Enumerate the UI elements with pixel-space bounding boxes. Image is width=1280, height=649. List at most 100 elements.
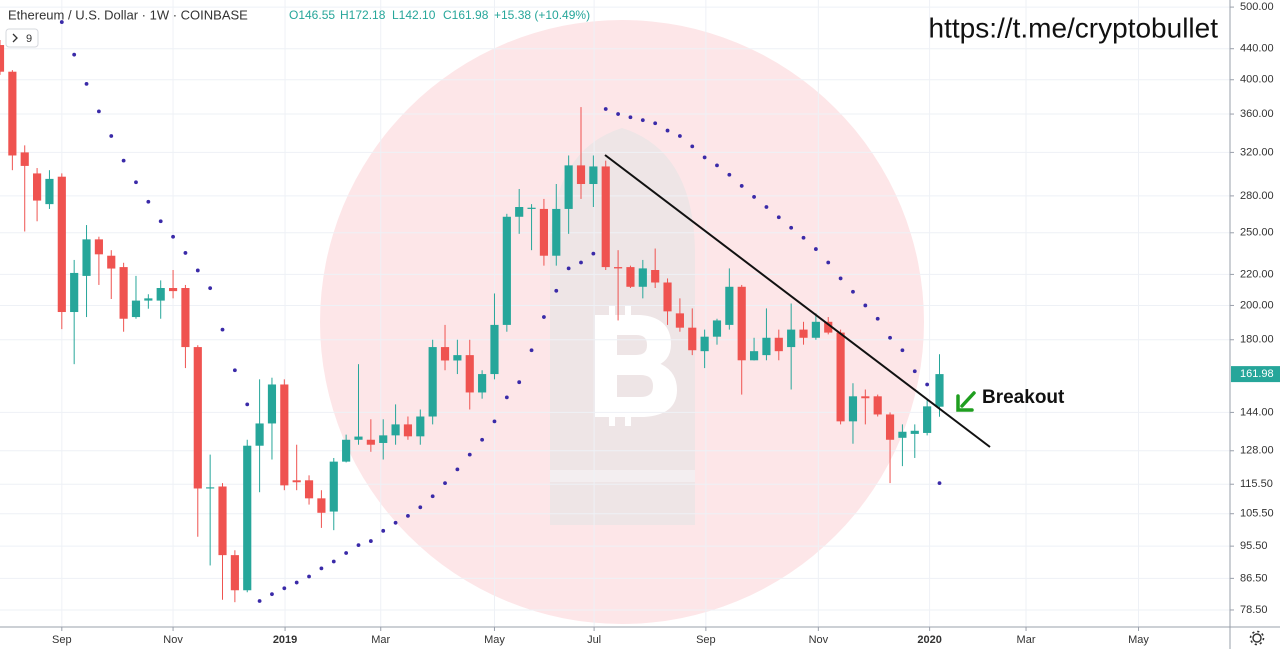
gear-teeth: [1249, 630, 1265, 646]
candle-body: [193, 347, 202, 489]
candle-body: [416, 416, 425, 437]
grid: [0, 0, 1230, 627]
ohlc-open: O146.55: [289, 8, 335, 22]
settings-button[interactable]: [1249, 630, 1265, 646]
candle-body: [119, 267, 128, 319]
candle-body: [94, 239, 103, 255]
ohlc-close: C161.98: [443, 8, 489, 22]
x-tick-label: 2019: [273, 634, 297, 646]
sar-dot: [331, 559, 336, 564]
candle-body: [564, 165, 573, 209]
candle-body: [552, 208, 561, 256]
candle-body: [354, 436, 363, 440]
candle-body: [923, 406, 932, 433]
sar-dot: [603, 107, 608, 111]
y-tick-label: 78.50: [1240, 604, 1268, 616]
candle-body: [33, 173, 42, 201]
sar-dot: [356, 543, 361, 548]
sar-dot: [257, 599, 262, 603]
candle-body: [675, 313, 684, 328]
sar-dot: [294, 580, 299, 585]
indicator-toggle[interactable]: [5, 28, 39, 48]
candle-body: [391, 424, 400, 436]
candle-body: [885, 414, 895, 440]
candle-body: [861, 396, 870, 399]
candle-body: [527, 207, 536, 209]
y-tick-label: 128.00: [1240, 445, 1274, 457]
x-tick-label: Mar: [1017, 634, 1036, 646]
candle-body: [453, 355, 462, 361]
candle-body: [725, 286, 734, 325]
breakout-label: Breakout: [982, 387, 1065, 408]
last-price-box: [1231, 366, 1280, 383]
candle-body: [206, 487, 215, 489]
header: Ethereum / U.S. Dollar · 1W · COINBASE O…: [5, 7, 590, 48]
candle-body: [737, 286, 746, 361]
x-tick-label: Nov: [809, 634, 829, 646]
candle-body: [292, 480, 301, 483]
candle-body: [478, 374, 487, 393]
candle-body: [651, 270, 660, 283]
candle-body: [799, 329, 808, 338]
candle-body: [218, 486, 227, 556]
candle-body: [601, 166, 610, 268]
watermark-bitcoin-logo: [595, 306, 678, 426]
sar-dot: [888, 335, 892, 340]
candle-body: [379, 435, 388, 443]
candle-body: [589, 166, 598, 185]
candle-body: [243, 445, 252, 591]
y-tick-label: 360.00: [1240, 108, 1274, 120]
x-tick-label: Sep: [696, 634, 716, 646]
candle-body: [156, 288, 165, 301]
candle-body: [502, 216, 511, 325]
candle-body: [366, 439, 375, 445]
last-price-label: 161.98: [1240, 368, 1274, 380]
sar-dot: [319, 566, 324, 571]
candle-body: [712, 320, 722, 337]
y-tick-label: 115.50: [1240, 478, 1273, 490]
sar-dot: [121, 158, 126, 163]
candle-body: [539, 208, 548, 256]
candle-body: [168, 288, 178, 292]
candle-body: [762, 337, 771, 356]
sar-dot: [739, 184, 744, 188]
sar-dot: [554, 288, 559, 293]
y-tick-label: 320.00: [1240, 146, 1274, 158]
sar-dot: [492, 419, 497, 424]
sar-dot: [937, 481, 942, 486]
collapsed-count: 9: [26, 33, 32, 45]
sar-dot: [84, 81, 89, 86]
sar-dot: [591, 251, 596, 256]
gear-icon: [1252, 633, 1262, 643]
sar-dot: [752, 195, 756, 199]
sar-dot: [925, 382, 930, 387]
sar-dot: [232, 368, 237, 373]
candle-body: [57, 176, 66, 313]
candle-body: [267, 384, 277, 424]
sar-dot: [381, 528, 386, 533]
sar-dot: [875, 316, 880, 321]
candle-body: [181, 288, 190, 348]
candle-body: [465, 355, 474, 393]
sar-dot: [393, 520, 398, 525]
candle-body: [70, 272, 79, 313]
sar-dot: [640, 118, 645, 123]
sar-dot: [270, 592, 274, 597]
candle-body: [329, 461, 338, 512]
x-tick-label: Nov: [163, 634, 183, 646]
y-tick-label: 280.00: [1240, 190, 1274, 202]
watermark-band: [550, 470, 695, 482]
chevron-icon: [12, 33, 18, 43]
candle-body: [45, 178, 54, 205]
candle-body: [910, 430, 919, 434]
sar-dot: [467, 452, 472, 457]
x-tick-label: 2020: [917, 634, 941, 646]
candle-body: [20, 152, 29, 166]
sar-dot: [282, 586, 287, 591]
sar-dot: [455, 467, 460, 472]
y-tick-label: 86.50: [1240, 572, 1268, 584]
sar-dot: [542, 315, 546, 319]
y-tick-label: 220.00: [1240, 268, 1274, 280]
x-tick-label: Mar: [371, 634, 390, 646]
ohlc-high: H172.18: [340, 8, 386, 22]
